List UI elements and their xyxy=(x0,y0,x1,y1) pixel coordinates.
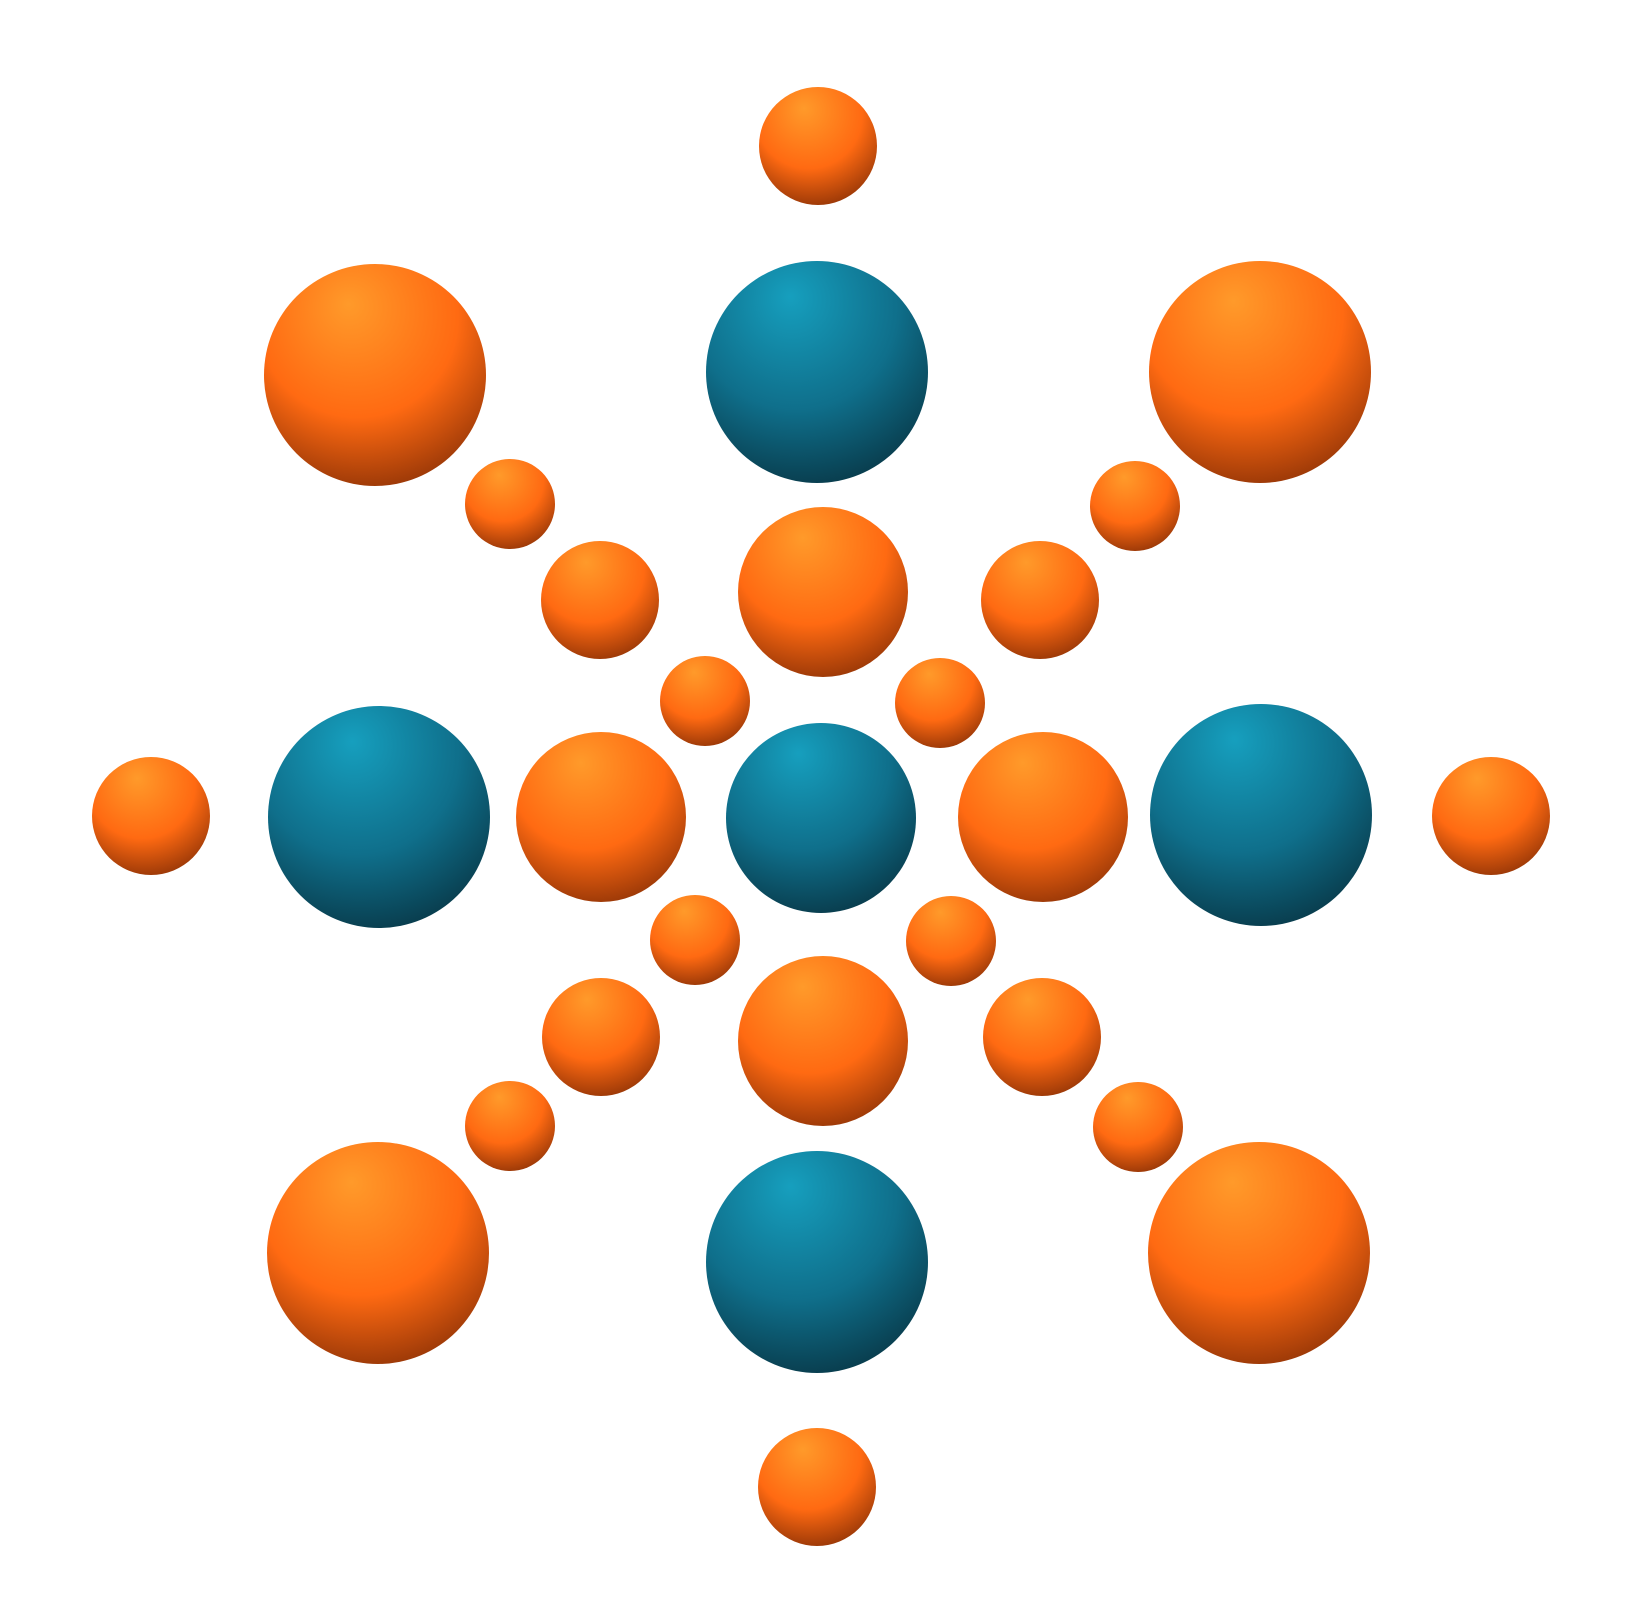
lower-center-orange-sphere xyxy=(738,956,908,1126)
spheres-layer xyxy=(92,87,1550,1546)
inner-upper-left-orange-sphere xyxy=(660,656,750,746)
bottom-small-orange-sphere xyxy=(758,1428,876,1546)
upper-left-medium-orange-sphere xyxy=(541,541,659,659)
bottom-right-large-orange-sphere xyxy=(1148,1142,1370,1364)
far-right-small-orange-sphere xyxy=(1432,757,1550,875)
lower-left-medium-orange-sphere xyxy=(542,978,660,1096)
top-teal-sphere xyxy=(706,261,928,483)
center-teal-sphere xyxy=(726,723,916,913)
right-teal-sphere xyxy=(1150,704,1372,926)
lower-right-medium-orange-sphere xyxy=(983,978,1101,1096)
upper-right-small-orange-sphere xyxy=(1090,461,1180,551)
bottom-left-large-orange-sphere xyxy=(267,1142,489,1364)
upper-center-orange-sphere xyxy=(738,507,908,677)
inner-lower-left-orange-sphere xyxy=(650,895,740,985)
right-inner-orange-sphere xyxy=(958,732,1128,902)
top-right-large-orange-sphere xyxy=(1149,261,1371,483)
inner-lower-right-orange-sphere xyxy=(906,896,996,986)
upper-right-medium-orange-sphere xyxy=(981,541,1099,659)
lower-left-small-orange-sphere xyxy=(465,1081,555,1171)
top-small-orange-sphere xyxy=(759,87,877,205)
lower-right-small-orange-sphere xyxy=(1093,1082,1183,1172)
upper-left-small-orange-sphere xyxy=(465,459,555,549)
left-inner-orange-sphere xyxy=(516,732,686,902)
inner-upper-right-orange-sphere xyxy=(895,658,985,748)
far-left-small-orange-sphere xyxy=(92,757,210,875)
bottom-teal-sphere xyxy=(706,1151,928,1373)
left-teal-sphere xyxy=(268,706,490,928)
top-left-large-orange-sphere xyxy=(264,264,486,486)
